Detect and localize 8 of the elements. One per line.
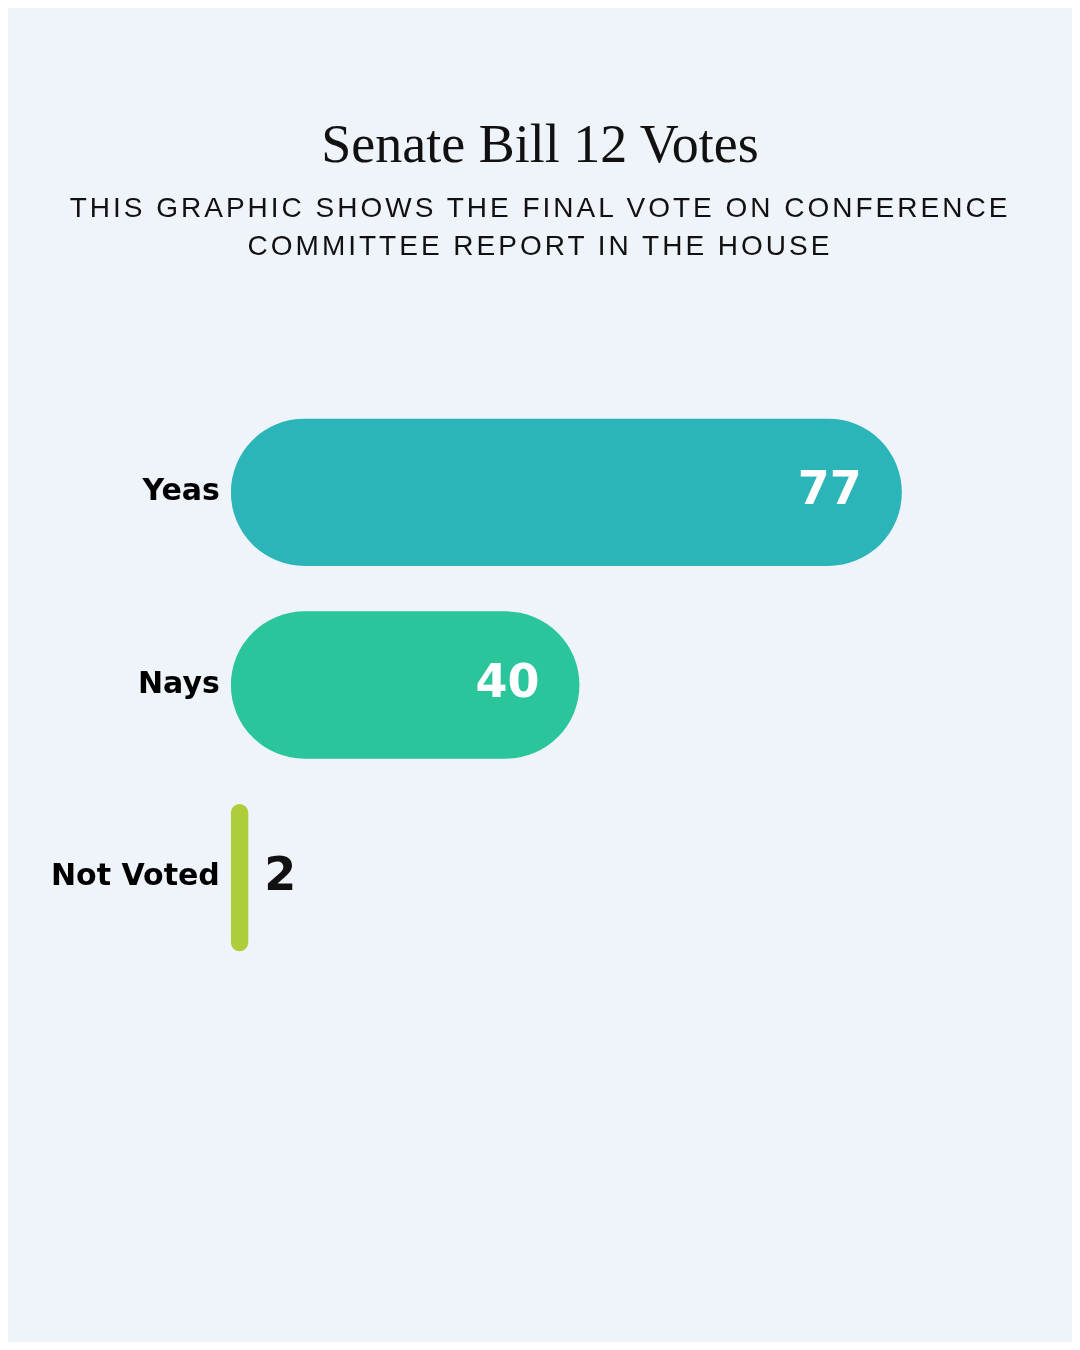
chart-subtitle: THIS GRAPHIC SHOWS THE FINAL VOTE ON CONFERENCE COMMITTEE REPORT IN THE HOUSE: [68, 191, 1012, 263]
y-tick-label: Nays: [138, 664, 220, 700]
y-tick-label: Not Voted: [50, 857, 220, 893]
data-label: 77: [797, 461, 862, 516]
chart-title: Senate Bill 12 Votes: [320, 113, 760, 175]
y-tick-label: Yeas: [141, 472, 220, 508]
data-label: 40: [475, 653, 540, 708]
data-label: 2: [264, 846, 297, 901]
